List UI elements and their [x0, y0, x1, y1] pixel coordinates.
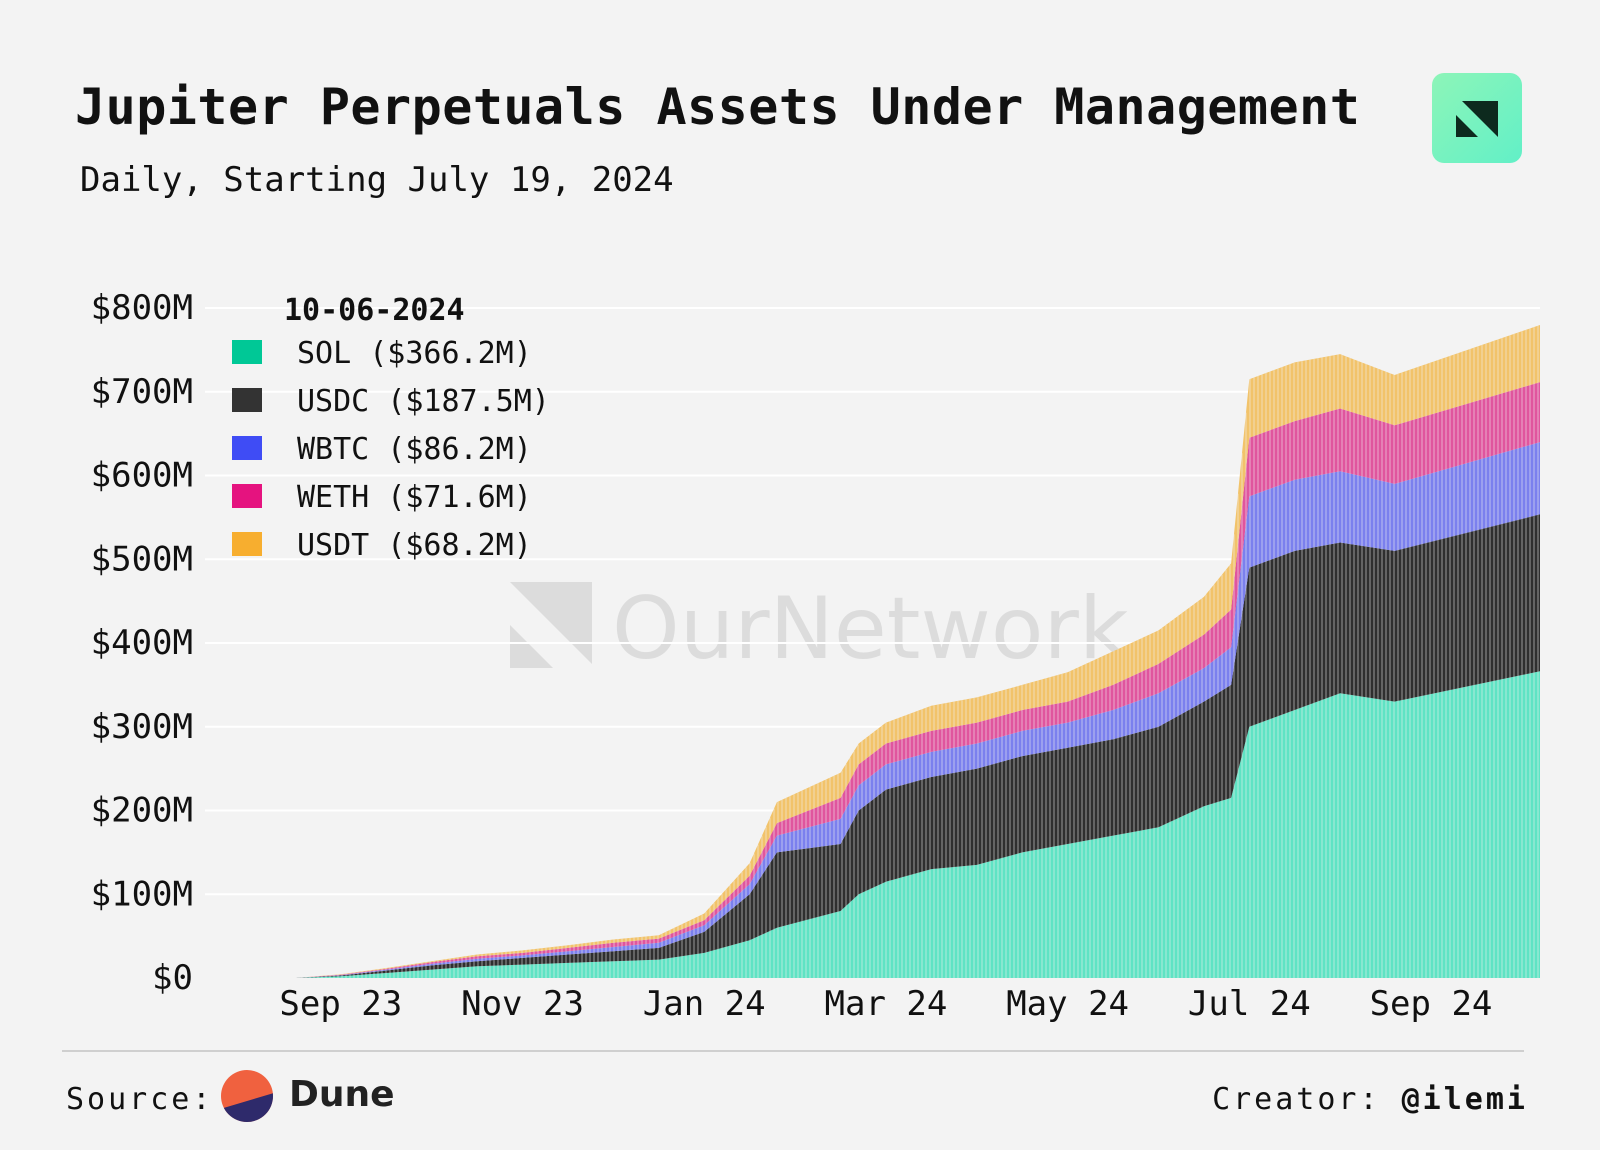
y-tick-label: $800M	[91, 288, 193, 328]
series-area-wbtc	[250, 442, 1540, 979]
ournetwork-mark-icon	[1456, 101, 1498, 137]
legend-title: 10-06-2024	[284, 293, 465, 328]
y-tick-label: $600M	[91, 456, 193, 496]
watermark-text: OurNetwork	[612, 579, 1129, 679]
aum-chart: OurNetwork $0 $100M $200M $300M $400M $500M $6…	[91, 288, 1540, 1024]
y-tick-label: $500M	[91, 539, 193, 579]
y-tick-label: $700M	[91, 372, 193, 412]
source-label: Source:	[66, 1082, 214, 1117]
x-tick-label: Sep 24	[1370, 984, 1493, 1024]
legend-label-sol: SOL ($366.2M)	[297, 336, 532, 371]
series-area-usdt	[250, 325, 1540, 978]
footer-divider	[62, 1050, 1524, 1052]
legend-label-usdt: USDT ($68.2M)	[297, 528, 532, 563]
y-tick-label: $100M	[91, 874, 193, 914]
x-tick-label: Nov 23	[461, 984, 584, 1024]
chart-subtitle: Daily, Starting July 19, 2024	[80, 160, 674, 200]
y-tick-label: $200M	[91, 791, 193, 831]
chart-title: Jupiter Perpetuals Assets Under Manageme…	[75, 78, 1361, 136]
x-tick-label: Mar 24	[825, 984, 948, 1024]
y-tick-label: $0	[152, 958, 193, 998]
creator-label: Creator:	[1212, 1082, 1381, 1117]
y-tick-label: $300M	[91, 707, 193, 747]
creator-credit: Creator: @ilemi	[1212, 1082, 1528, 1117]
legend-label-wbtc: WBTC ($86.2M)	[297, 432, 532, 467]
creator-handle: @ilemi	[1401, 1082, 1528, 1117]
y-tick-label: $400M	[91, 623, 193, 663]
x-tick-label: Jan 24	[643, 984, 766, 1024]
ournetwork-logo	[1432, 73, 1522, 163]
series-area-weth	[250, 382, 1540, 979]
source-name: Dune	[289, 1074, 395, 1115]
legend-swatch-weth	[232, 484, 262, 508]
series-area-usdc	[250, 514, 1540, 978]
legend-label-weth: WETH ($71.6M)	[297, 480, 532, 515]
x-tick-label: Jul 24	[1188, 984, 1311, 1024]
dune-logo-icon	[221, 1070, 273, 1122]
legend-swatch-wbtc	[232, 436, 262, 460]
watermark-icon-small	[510, 625, 553, 668]
legend-label-usdc: USDC ($187.5M)	[297, 384, 550, 419]
legend-swatch-usdt	[232, 532, 262, 556]
x-tick-label: Sep 23	[279, 984, 402, 1024]
legend-swatch-sol	[232, 340, 262, 364]
watermark: OurNetwork	[510, 579, 1129, 679]
x-tick-label: May 24	[1006, 984, 1129, 1024]
legend-swatch-usdc	[232, 388, 262, 412]
